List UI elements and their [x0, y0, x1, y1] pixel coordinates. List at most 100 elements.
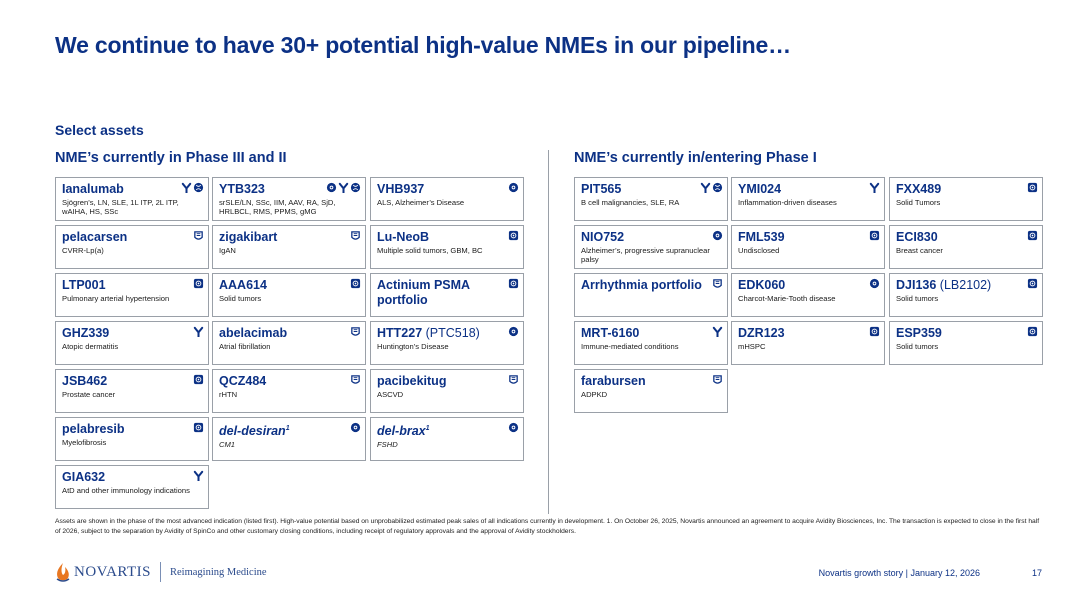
- radio-icon: [193, 278, 204, 289]
- asset-card-aaa614: AAA614 Solid tumors: [212, 273, 366, 317]
- modality-icons: [350, 374, 361, 385]
- footnote-marker: 1: [285, 425, 290, 432]
- rna-icon: [713, 279, 722, 288]
- modality-icons: [869, 182, 880, 193]
- asset-name: AAA614: [219, 278, 360, 292]
- asset-name: NIO752: [581, 230, 722, 244]
- dna-icon: [193, 182, 204, 193]
- modality-icons: [869, 278, 880, 289]
- asset-indication: Solid tumors: [219, 294, 262, 303]
- asset-name: GIA632: [62, 470, 203, 484]
- asset-name-text: MRT-6160: [581, 326, 640, 340]
- asset-card-ltp001: LTP001 Pulmonary arterial hypertension: [55, 273, 209, 317]
- modality-icons: [712, 278, 723, 289]
- asset-name-text: del-brax: [377, 424, 426, 439]
- rna-icon: [713, 375, 722, 384]
- asset-indication: IgAN: [219, 246, 236, 255]
- radio-icon: [1027, 326, 1038, 337]
- antibody-icon: [700, 182, 711, 193]
- asset-card-jsb462: JSB462 Prostate cancer: [55, 369, 209, 413]
- asset-name-text: farabursen: [581, 374, 646, 388]
- asset-name-text: YTB323: [219, 182, 265, 196]
- modality-icons: [508, 422, 519, 433]
- asset-name: Arrhythmia portfolio: [581, 278, 706, 293]
- radio-icon: [1027, 182, 1038, 193]
- asset-name: pelabresib: [62, 422, 203, 436]
- asset-indication: CVRR-Lp(a): [62, 246, 104, 255]
- modality-icons: [508, 230, 519, 241]
- modality-icons: [508, 326, 519, 337]
- asset-indication: Sjögren’s, LN, SLE, 1L ITP, 2L ITP, wAIH…: [62, 198, 179, 216]
- modality-icons: [712, 230, 723, 241]
- asset-name-text: pelabresib: [62, 422, 125, 436]
- asset-name: Ianalumab: [62, 182, 203, 196]
- asset-name: QCZ484: [219, 374, 360, 388]
- asset-card-fml539: FML539 Undisclosed: [731, 225, 885, 269]
- logo-tagline: Reimagining Medicine: [170, 566, 267, 578]
- asset-card-farabursen: farabursen ADPKD: [574, 369, 728, 413]
- asset-indication: Solid tumors: [896, 342, 939, 351]
- asset-indication: Multiple solid tumors, GBM, BC: [377, 246, 483, 255]
- footnote: Assets are shown in the phase of the mos…: [55, 518, 1040, 535]
- asset-name: MRT-6160: [581, 326, 722, 340]
- radio-icon: [1027, 278, 1038, 289]
- antibody-icon: [193, 326, 204, 337]
- asset-name-text: Ianalumab: [62, 182, 124, 196]
- asset-name-text: FML539: [738, 230, 785, 244]
- section-divider: [548, 150, 549, 514]
- radio-icon: [508, 230, 519, 241]
- asset-name-text: DJI136: [896, 278, 937, 292]
- asset-name: ESP359: [896, 326, 1037, 340]
- asset-name-text: Arrhythmia portfolio: [581, 278, 702, 292]
- asset-name-text: DZR123: [738, 326, 785, 340]
- asset-name: abelacimab: [219, 326, 360, 340]
- asset-indication: FSHD: [377, 440, 398, 450]
- asset-name: del-desiran1: [219, 422, 360, 438]
- asset-name-text: abelacimab: [219, 326, 288, 340]
- asset-card-dji136: DJI136 (LB2102) Solid tumors: [889, 273, 1043, 317]
- asset-card-abelacimab: abelacimab Atrial fibrillation: [212, 321, 366, 365]
- asset-indication: ALS, Alzheimer’s Disease: [377, 198, 465, 207]
- asset-card-arrhythmia: Arrhythmia portfolio: [574, 273, 728, 317]
- asset-name-text: pelacarsen: [62, 230, 128, 244]
- novartis-logo: NOVARTIS Reimagining Medicine: [55, 562, 267, 582]
- asset-name-text: FXX489: [896, 182, 942, 196]
- asset-indication: CM1: [219, 440, 236, 450]
- antibody-icon: [712, 326, 723, 337]
- asset-indication: ADPKD: [581, 390, 608, 399]
- asset-name: HTT227 (PTC518): [377, 326, 518, 340]
- page-number: 17: [1031, 568, 1042, 578]
- asset-indication: Pulmonary arterial hypertension: [62, 294, 170, 303]
- asset-indication: ASCVD: [377, 390, 404, 399]
- radio-icon: [350, 278, 361, 289]
- modality-icons: [350, 326, 361, 337]
- cell-icon: [508, 326, 519, 337]
- rna-icon: [509, 375, 518, 384]
- rna-icon: [351, 231, 360, 240]
- asset-card-zigakibart: zigakibart IgAN: [212, 225, 366, 269]
- flame-icon: [56, 563, 70, 582]
- asset-name: ECI830: [896, 230, 1037, 244]
- modality-icons: [508, 374, 519, 385]
- antibody-icon: [338, 182, 349, 193]
- asset-indication: Huntington’s Disease: [377, 342, 449, 351]
- asset-name-text: Actinium PSMA portfolio: [377, 278, 470, 307]
- asset-name: Actinium PSMA portfolio: [377, 278, 502, 308]
- asset-name-text: YMI024: [738, 182, 782, 196]
- asset-card-eci830: ECI830 Breast cancer: [889, 225, 1043, 269]
- asset-name: YTB323: [219, 182, 360, 196]
- modality-icons: [869, 326, 880, 337]
- modality-icons: [869, 230, 880, 241]
- asset-indication: Atopic dermatitis: [62, 342, 119, 351]
- modality-icons: [181, 182, 204, 193]
- radio-icon: [193, 422, 204, 433]
- slide-subtitle: Select assets: [55, 122, 144, 138]
- dna-icon: [350, 182, 361, 193]
- cell-icon: [326, 182, 337, 193]
- asset-indication: Alzheimer’s, progressive supranuclear pa…: [581, 246, 710, 264]
- asset-card-htt227: HTT227 (PTC518) Huntington’s Disease: [370, 321, 524, 365]
- asset-name: farabursen: [581, 374, 722, 388]
- modality-icons: [193, 374, 204, 385]
- cell-icon: [508, 182, 519, 193]
- asset-name-text: ECI830: [896, 230, 938, 244]
